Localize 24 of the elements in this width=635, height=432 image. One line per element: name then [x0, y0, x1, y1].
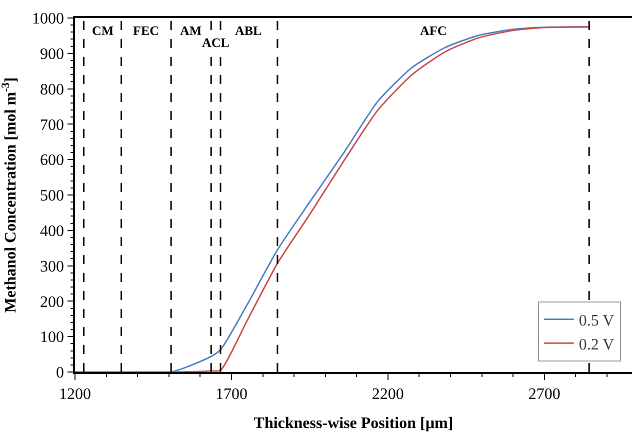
annotation: CM — [92, 23, 114, 38]
y-tick-label: 300 — [40, 258, 64, 276]
legend-label: 0.2 V — [578, 336, 615, 354]
y-tick-label: 400 — [40, 223, 64, 240]
x-tick-label: 1200 — [59, 386, 91, 403]
y-tick-label: 100 — [40, 329, 64, 346]
y-tick-label: 800 — [40, 81, 64, 98]
y-tick-label: 200 — [40, 294, 64, 311]
y-tick-label: 500 — [40, 188, 64, 205]
y-tick-label: 600 — [40, 152, 64, 170]
y-tick-label: 900 — [40, 46, 64, 63]
x-axis-title: Thickness-wise Position [µm] — [254, 415, 454, 432]
legend-label: 0.5 V — [578, 312, 615, 330]
x-tick-label: 1700 — [215, 386, 248, 403]
annotation: ACL — [202, 35, 230, 50]
annotation: AM — [180, 23, 202, 38]
x-tick-label: 2700 — [528, 386, 560, 403]
y-tick-label: 0 — [56, 364, 64, 382]
y-tick-label: 1000 — [32, 10, 64, 28]
annotation: ABL — [235, 23, 262, 38]
x-tick-label: 2200 — [372, 386, 404, 403]
annotation: FEC — [133, 23, 159, 38]
y-tick-label: 700 — [40, 116, 64, 134]
annotation: AFC — [420, 23, 447, 38]
